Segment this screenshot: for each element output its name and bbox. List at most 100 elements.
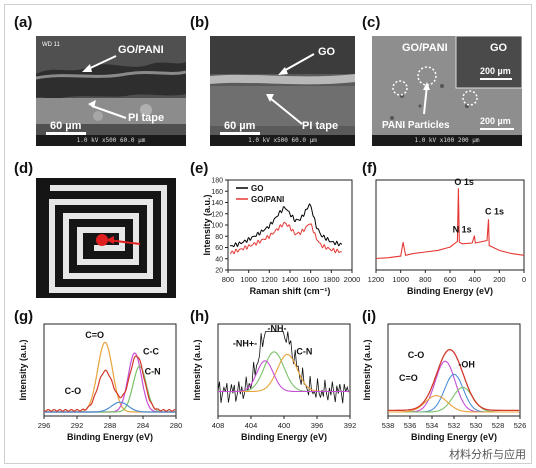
sem-a-scale-label: 60 µm: [50, 120, 82, 132]
sem-c-scale-label: 200 µm: [480, 116, 511, 126]
x-tick-label: 288: [104, 421, 117, 430]
panel-label-i: (i): [362, 308, 377, 325]
sem-c-scale-bar: [480, 128, 514, 130]
x-tick-label: 800: [222, 275, 235, 284]
figure-frame: [4, 4, 532, 464]
x-tick-label: 536: [404, 421, 417, 430]
chart-i: 538 536 534 532 530 528 526 Binding Energy (eV)…: [362, 323, 527, 442]
peak-label: -NH+-: [233, 338, 257, 348]
x-tick-label: 1200: [368, 275, 385, 284]
chart-f: 1200 1000 800 600 400 200 0 Binding Energy (eV)…: [368, 177, 526, 296]
y-tick-label: 160: [211, 189, 223, 196]
y-tick-label: 80: [215, 234, 223, 241]
x-tick-label: 392: [344, 421, 357, 430]
panel-label-h: (h): [190, 308, 210, 325]
fit-component-0: [388, 360, 520, 413]
panel-label-a: (a): [14, 14, 33, 31]
chart-e: 800 1000 1200 1400 1600 1800 2000 Raman shift (…: [202, 178, 360, 297]
sem-image-a: WD 11 GO/PANI PI tape 60 µm 1.0 kV x500 …: [36, 36, 186, 146]
x-tick-label: 404: [245, 421, 258, 430]
sem-c-inset-scale-label: 200 µm: [480, 66, 511, 76]
sem-b-footer: 1.0 kV x500 60.0 µm: [210, 135, 355, 146]
y-tick-label: 100: [211, 223, 223, 230]
fit-component-3: [44, 401, 176, 413]
peak-label: C-O: [408, 350, 425, 360]
sem-b-label-go: GO: [318, 46, 336, 58]
y-tick-label: 40: [215, 256, 223, 263]
x-tick-label: 292: [71, 421, 84, 430]
sem-a-corner-text: WD 11: [42, 42, 60, 48]
chart-g: 296 292 288 284 280 Binding Energy (eV) Intens…: [18, 323, 182, 442]
x-tick-label: 400: [278, 421, 291, 430]
x-tick-label: 396: [311, 421, 324, 430]
sem-c-footer: 1.0 kV x100 200 µm: [372, 135, 522, 146]
x-axis-label: Binding Energy (eV): [67, 432, 153, 442]
sem-c-texture: [372, 36, 522, 146]
sem-a-texture: [36, 36, 186, 146]
fit-component-1: [44, 352, 176, 413]
peak-label: -OH: [458, 360, 475, 370]
peak-label: C 1s: [485, 206, 504, 216]
y-axis-label: Intensity (a.u.): [192, 339, 202, 400]
watermark-text: 材料分析与应用: [449, 448, 526, 461]
y-axis-label: Intensity (a.u.): [202, 194, 212, 255]
series-line-go: [230, 203, 343, 248]
y-axis-label: Intensity (a.u.): [18, 339, 28, 400]
legend-label: GO: [251, 184, 263, 193]
sem-b-arrows: [266, 53, 315, 125]
x-tick-label: 1600: [302, 275, 319, 284]
fit-component-1: [218, 353, 350, 393]
x-tick-label: 1400: [282, 275, 299, 284]
x-tick-label: 538: [382, 421, 395, 430]
peak-label: C-O: [65, 386, 82, 396]
fit-component-2: [388, 386, 520, 413]
x-tick-label: 800: [419, 275, 432, 284]
sem-a-arrows: [82, 55, 127, 119]
peak-label: C=O: [85, 330, 104, 340]
measured-spectrum: [217, 331, 350, 404]
x-tick-label: 200: [493, 275, 506, 284]
panel-label-f: (f): [362, 160, 377, 177]
x-axis-label: Binding Energy (eV): [241, 432, 327, 442]
sem-b-texture: [210, 36, 355, 146]
measured-envelope: [388, 348, 520, 412]
sem-a-footer: 1.0 kV x500 60.0 µm: [36, 135, 186, 146]
legend-label: GO/PANI: [251, 195, 284, 204]
x-tick-label: 600: [444, 275, 457, 284]
sem-c-inset-label-go: GO: [490, 42, 508, 54]
sem-c-label-pani: PANI Particles: [382, 120, 450, 131]
y-tick-label: 140: [211, 200, 223, 207]
x-tick-label: 1000: [240, 275, 257, 284]
panel-label-d: (d): [14, 160, 34, 177]
peak-label: O 1s: [454, 177, 474, 187]
x-tick-label: 534: [426, 421, 439, 430]
sem-b-label-pitape: PI tape: [302, 120, 339, 132]
x-tick-label: 530: [470, 421, 483, 430]
sem-b-scale-bar: [220, 132, 260, 135]
sem-a-label-gopani: GO/PANI: [118, 44, 164, 56]
y-tick-label: 20: [215, 268, 223, 275]
x-tick-label: 1000: [392, 275, 409, 284]
sem-image-c: GO/PANI GO 200 µm PANI Particles 200 µm …: [372, 36, 522, 146]
x-tick-label: 400: [468, 275, 481, 284]
survey-spectrum-line: [375, 188, 525, 260]
peak-label: C-N: [296, 347, 312, 357]
series-line-go-pani: [229, 221, 342, 255]
x-tick-label: 1200: [261, 275, 278, 284]
measured-envelope: [43, 355, 176, 412]
photo-d: [36, 178, 176, 298]
peak-label: -NH-: [268, 324, 287, 334]
x-tick-label: 532: [448, 421, 461, 430]
y-axis-label: Intensity (a.u.): [362, 339, 372, 400]
sem-a-scale-bar: [46, 132, 86, 135]
peak-label: C-C: [143, 347, 159, 357]
y-tick-label: 180: [211, 178, 223, 185]
x-tick-label: 526: [514, 421, 527, 430]
x-tick-label: 0: [522, 275, 526, 284]
sem-c-inset-scale-bar: [480, 78, 512, 80]
x-axis-label: Raman shift (cm⁻¹): [250, 286, 331, 296]
peak-label: N 1s: [453, 224, 472, 234]
sem-a-label-pitape: PI tape: [128, 112, 165, 124]
panel-label-c: (c): [362, 14, 381, 31]
plot-frame: [387, 323, 521, 417]
